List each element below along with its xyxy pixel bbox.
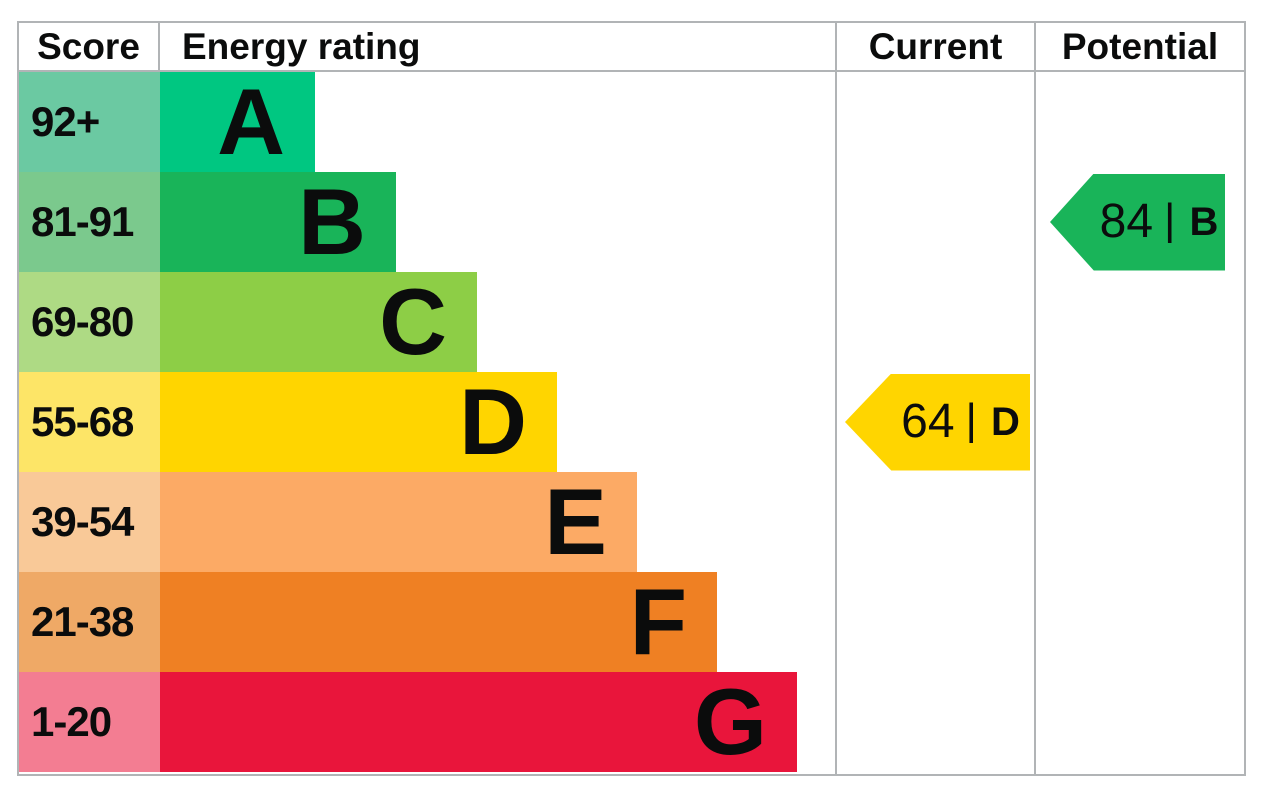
epc-table: Score Energy rating 92+ A 81-91 B 69-80 C 55-6…	[17, 21, 1246, 776]
rating-bar-f: F	[160, 572, 717, 672]
rating-letter-g: G	[693, 669, 767, 774]
band-row-c: 69-80 C	[19, 272, 1244, 372]
score-range-e: 39-54	[19, 472, 160, 572]
band-row-f: 21-38 F	[19, 572, 1244, 672]
score-range-b: 81-91	[19, 172, 160, 272]
current-rating-letter: D	[990, 400, 1020, 444]
rating-bar-c: C	[160, 272, 477, 372]
band-row-b: 81-91 B	[19, 172, 1244, 272]
rating-bar-g: G	[160, 672, 797, 772]
table-header-row: Score Energy rating	[19, 23, 1244, 72]
header-score: Score	[19, 23, 160, 70]
rating-letter-f: F	[629, 569, 687, 674]
rating-bar-a: A	[160, 72, 315, 172]
score-range-d: 55-68	[19, 372, 160, 472]
potential-rating-letter: B	[1189, 200, 1219, 244]
score-range-c: 69-80	[19, 272, 160, 372]
score-range-g: 1-20	[19, 672, 160, 772]
band-row-a: 92+ A	[19, 72, 1244, 172]
band-rows: 92+ A 81-91 B 69-80 C 55-68 D 39-54 E 21-38 F 1-20 G	[19, 72, 1244, 772]
potential-rating-value: 84	[1099, 195, 1154, 248]
band-row-g: 1-20 G	[19, 672, 1244, 772]
rating-letter-c: C	[379, 269, 447, 374]
rating-bar-b: B	[160, 172, 396, 272]
rating-letter-a: A	[217, 69, 285, 174]
rating-letter-b: B	[298, 169, 366, 274]
band-row-e: 39-54 E	[19, 472, 1244, 572]
band-row-d: 55-68 D	[19, 372, 1244, 472]
rating-bar-d: D	[160, 372, 557, 472]
rating-letter-e: E	[544, 469, 607, 574]
header-energy-rating: Energy rating	[182, 25, 421, 67]
rating-bar-e: E	[160, 472, 637, 572]
potential-rating-separator: |	[1164, 195, 1176, 244]
rating-letter-d: D	[459, 369, 527, 474]
score-range-a: 92+	[19, 72, 160, 172]
current-rating-separator: |	[965, 395, 977, 444]
score-range-f: 21-38	[19, 572, 160, 672]
current-rating-value: 64	[901, 395, 955, 448]
